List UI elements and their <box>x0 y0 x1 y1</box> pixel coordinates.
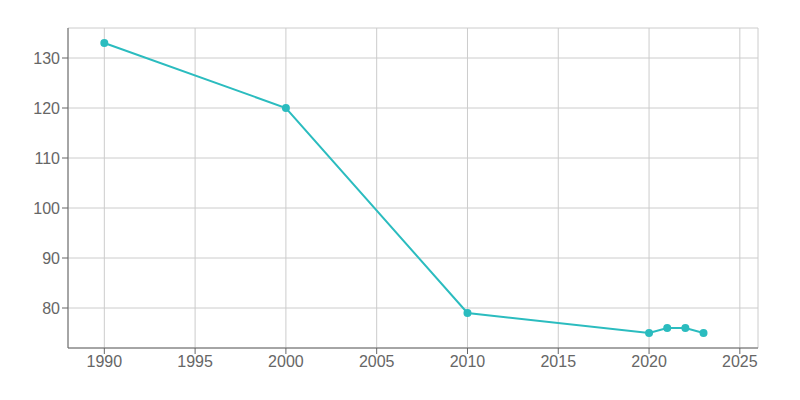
svg-text:1990: 1990 <box>87 353 123 370</box>
svg-text:130: 130 <box>33 50 60 67</box>
svg-text:90: 90 <box>42 250 60 267</box>
svg-text:2025: 2025 <box>722 353 758 370</box>
svg-text:2000: 2000 <box>268 353 304 370</box>
svg-text:1995: 1995 <box>177 353 213 370</box>
svg-text:110: 110 <box>34 150 60 167</box>
svg-text:120: 120 <box>33 100 60 117</box>
svg-text:100: 100 <box>33 200 60 217</box>
svg-text:2005: 2005 <box>359 353 395 370</box>
svg-text:2020: 2020 <box>631 353 667 370</box>
svg-text:2010: 2010 <box>450 353 486 370</box>
svg-text:2015: 2015 <box>540 353 576 370</box>
svg-text:80: 80 <box>42 300 60 317</box>
